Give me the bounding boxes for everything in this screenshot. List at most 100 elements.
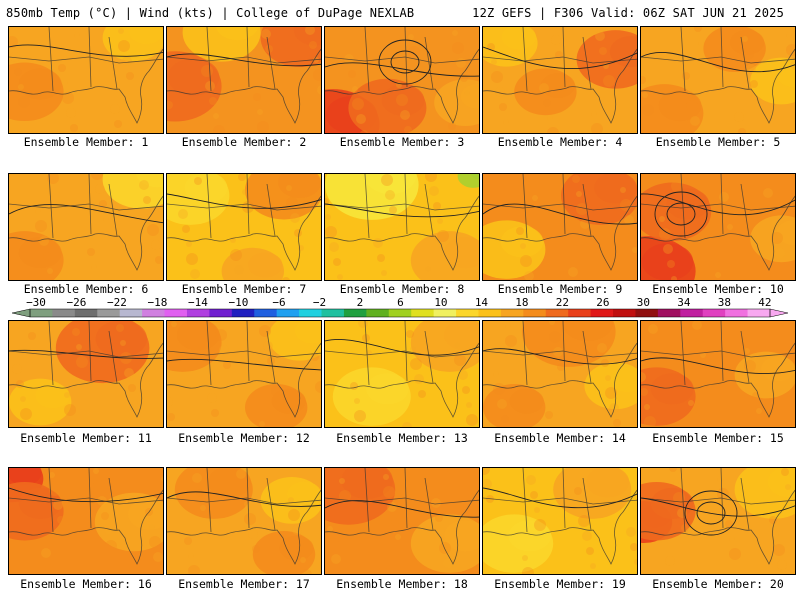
colorbar-swatch xyxy=(657,309,681,317)
colorbar-tick-label: 18 xyxy=(515,296,528,309)
temperature-map xyxy=(167,321,321,427)
temperature-map xyxy=(9,27,163,133)
colorbar-swatch xyxy=(635,309,659,317)
colorbar-tick-label: 38 xyxy=(718,296,731,309)
colorbar-swatch xyxy=(478,309,502,317)
colorbar-left-arrow xyxy=(11,308,31,318)
colorbar-swatch xyxy=(680,309,704,317)
temperature-map xyxy=(167,27,321,133)
ensemble-member-label: Ensemble Member: 11 xyxy=(20,431,152,445)
temperature-map xyxy=(167,468,321,574)
colorbar-swatch xyxy=(74,309,98,317)
ensemble-member-label: Ensemble Member: 3 xyxy=(339,135,465,149)
ensemble-map-panel xyxy=(166,320,322,428)
ensemble-member-label: Ensemble Member: 8 xyxy=(339,282,465,296)
colorbar-tick-label: 42 xyxy=(758,296,771,309)
ensemble-member-label: Ensemble Member: 15 xyxy=(652,431,784,445)
colorbar-swatch xyxy=(231,309,255,317)
ensemble-map-panel xyxy=(482,26,638,134)
temperature-map xyxy=(167,174,321,280)
colorbar-swatch xyxy=(613,309,636,317)
colorbar-swatch xyxy=(725,309,749,317)
temperature-map xyxy=(641,321,795,427)
temperature-map xyxy=(483,321,637,427)
ensemble-map-panel xyxy=(640,320,796,428)
colorbar-tick-label: −6 xyxy=(272,296,285,309)
colorbar-swatch xyxy=(164,309,188,317)
temperature-map xyxy=(325,27,479,133)
temperature-map xyxy=(325,468,479,574)
colorbar-swatch xyxy=(590,309,614,317)
colorbar-tick-label: 10 xyxy=(434,296,447,309)
colorbar-outline xyxy=(29,308,771,318)
colorbar-swatch xyxy=(186,309,210,317)
temperature-map xyxy=(483,468,637,574)
colorbar-tick-label: 22 xyxy=(556,296,569,309)
header-title: 850mb Temp (°C) | Wind (kts) | College o… xyxy=(6,6,415,20)
colorbar-tick-label: 34 xyxy=(677,296,691,309)
colorbar-swatch xyxy=(254,309,278,317)
ensemble-member-label: Ensemble Member: 12 xyxy=(178,431,310,445)
ensemble-map-panel xyxy=(8,26,164,134)
colorbar-tick-label: 14 xyxy=(475,296,489,309)
colorbar-swatch xyxy=(30,309,53,317)
ensemble-map-panel xyxy=(482,320,638,428)
ensemble-map-panel xyxy=(482,173,638,281)
ensemble-member-label: Ensemble Member: 20 xyxy=(652,577,784,591)
colorbar-tick-label: −2 xyxy=(313,296,326,309)
ensemble-member-label: Ensemble Member: 1 xyxy=(23,135,149,149)
colorbar-tick-label: 30 xyxy=(637,296,650,309)
colorbar-tick-label: −26 xyxy=(67,296,87,309)
ensemble-member-label: Ensemble Member: 19 xyxy=(494,577,626,591)
colorbar-swatch xyxy=(97,309,121,317)
colorbar-tick-label: −18 xyxy=(148,296,168,309)
colorbar-swatch xyxy=(523,309,547,317)
colorbar-tick-label: −10 xyxy=(229,296,249,309)
colorbar-swatch xyxy=(142,309,166,317)
temperature-map xyxy=(325,321,479,427)
colorbar-swatch xyxy=(52,309,76,317)
colorbar-swatch xyxy=(433,309,457,317)
colorbar-swatch xyxy=(119,309,143,317)
colorbar-swatch xyxy=(500,309,524,317)
ensemble-map-panel xyxy=(482,467,638,575)
ensemble-map-panel xyxy=(8,467,164,575)
ensemble-member-label: Ensemble Member: 18 xyxy=(336,577,468,591)
colorbar-tick-label: 6 xyxy=(397,296,404,309)
colorbar-tick-label: −14 xyxy=(188,296,208,309)
ensemble-map-panel xyxy=(324,467,480,575)
temperature-colorbar: −30 −26 −22 −18 −14 −10 −6 −2 2 6 10 14 18 22 26 30 34 38… xyxy=(11,296,789,318)
ensemble-member-label: Ensemble Member: 13 xyxy=(336,431,468,445)
colorbar-swatch xyxy=(299,309,323,317)
temperature-map xyxy=(9,321,163,427)
ensemble-map-panel xyxy=(324,320,480,428)
ensemble-map-panel xyxy=(324,173,480,281)
ensemble-member-label: Ensemble Member: 16 xyxy=(20,577,152,591)
colorbar-swatch xyxy=(343,309,367,317)
colorbar-swatch xyxy=(209,309,233,317)
colorbar-swatch xyxy=(411,309,435,317)
colorbar-tick-label: 2 xyxy=(357,296,364,309)
colorbar-swatch xyxy=(276,309,300,317)
colorbar-swatch xyxy=(568,309,592,317)
ensemble-member-label: Ensemble Member: 10 xyxy=(652,282,784,296)
ensemble-map-panel xyxy=(640,467,796,575)
colorbar-tick-label: −22 xyxy=(107,296,127,309)
ensemble-map-panel xyxy=(8,173,164,281)
colorbar-swatch xyxy=(388,309,412,317)
colorbar-swatch xyxy=(747,309,771,317)
ensemble-map-panel xyxy=(640,173,796,281)
ensemble-map-panel xyxy=(166,467,322,575)
colorbar-right-arrow xyxy=(769,308,789,318)
colorbar-swatch xyxy=(321,309,345,317)
temperature-map xyxy=(641,468,795,574)
header-model-run: 12Z GEFS | F306 Valid: 06Z SAT JUN 21 20… xyxy=(472,6,784,20)
temperature-map xyxy=(483,174,637,280)
ensemble-member-label: Ensemble Member: 14 xyxy=(494,431,626,445)
colorbar-tick-label: 26 xyxy=(596,296,609,309)
colorbar-tick-label: −30 xyxy=(26,296,46,309)
temperature-map xyxy=(483,27,637,133)
temperature-map xyxy=(9,174,163,280)
temperature-map xyxy=(641,174,795,280)
ensemble-member-label: Ensemble Member: 6 xyxy=(23,282,149,296)
